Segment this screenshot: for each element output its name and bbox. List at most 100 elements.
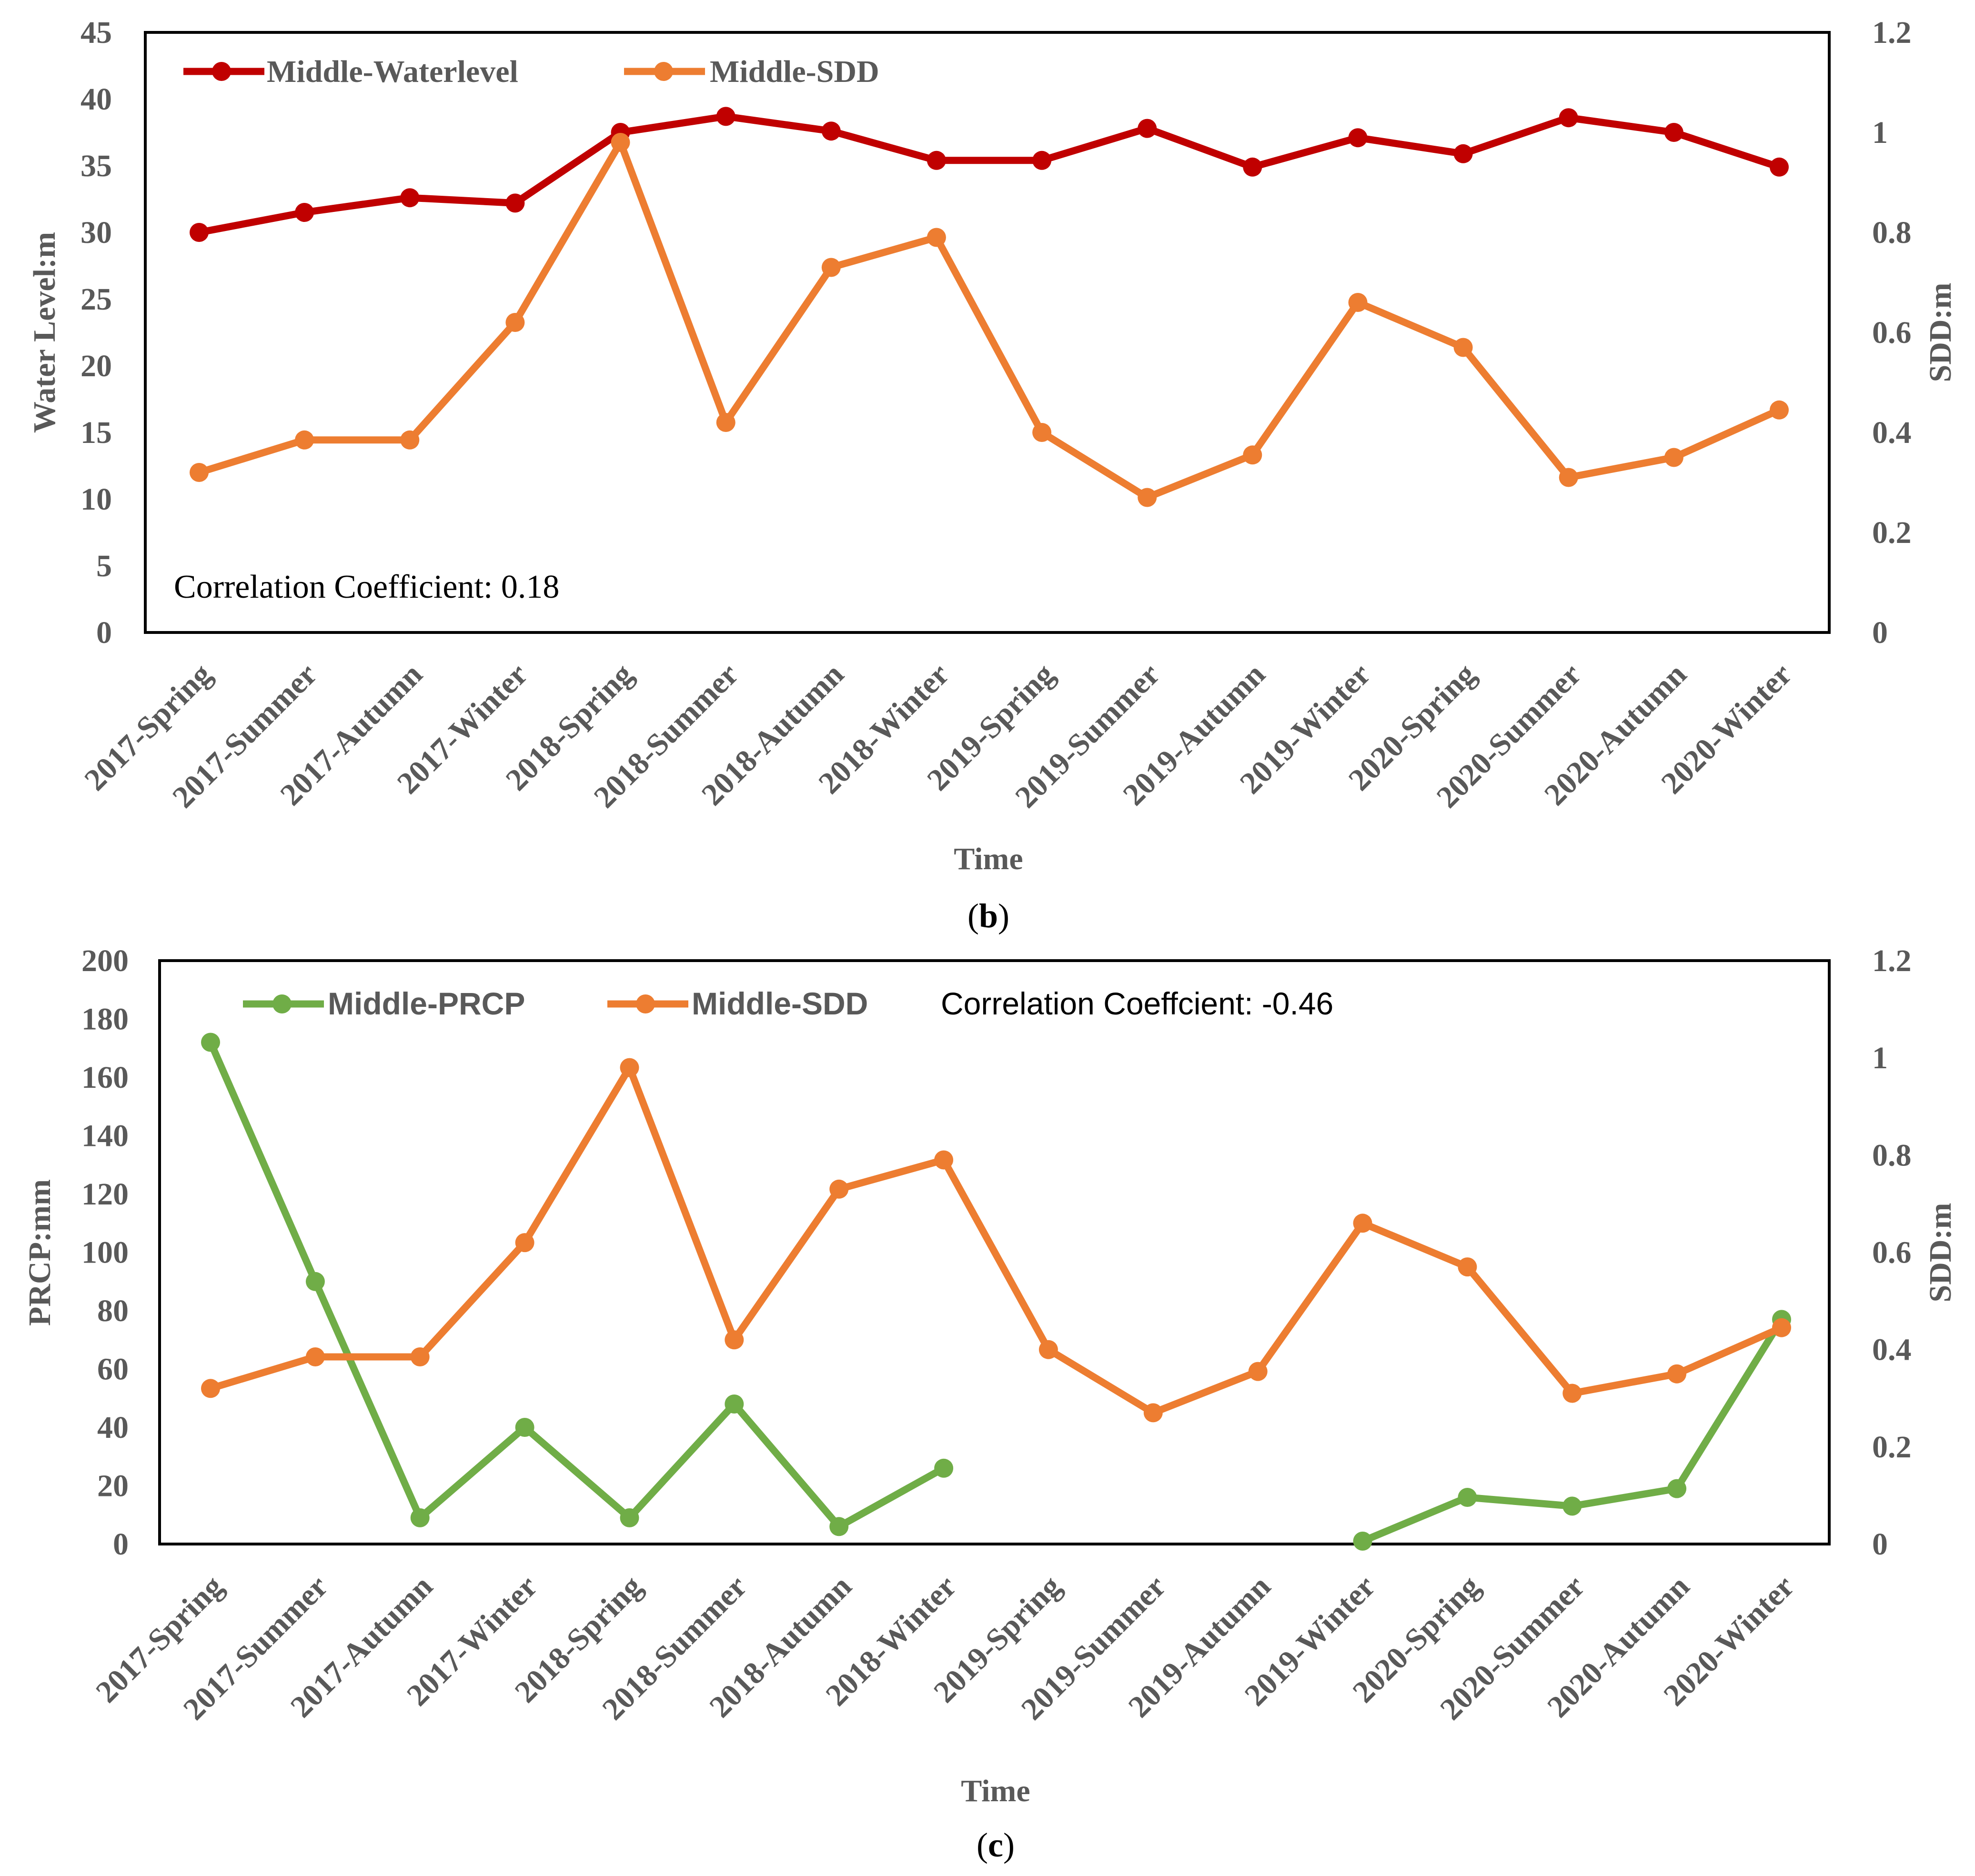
data-point-middle-waterlevel [716, 107, 736, 126]
data-point-middle-waterlevel [505, 193, 525, 213]
y-tick-left-label: 0 [113, 1527, 129, 1562]
y-axis-title-left-c: PRCP:mm [22, 1179, 57, 1326]
data-point-middle-waterlevel [1138, 119, 1157, 138]
series-group-b [190, 107, 1789, 507]
data-point-middle-sdd [1038, 1340, 1058, 1359]
legend-sdd-marker-c [636, 994, 655, 1013]
data-point-middle-waterlevel [295, 203, 314, 222]
x-axis-ticks-b: 2017-Spring2017-Summer2017-Autumn2017-Wi… [78, 657, 1798, 815]
data-point-middle-waterlevel [1453, 144, 1473, 163]
y-tick-left-label: 5 [96, 549, 112, 583]
series-line-middle-sdd [207, 1064, 1785, 1416]
data-point-middle-prcp [515, 1418, 534, 1437]
y-axis-title-right-b: SDD:m [1923, 283, 1958, 382]
y-tick-left-label: 60 [97, 1352, 129, 1387]
data-point-middle-sdd [620, 1058, 639, 1077]
data-point-middle-sdd [1353, 1214, 1372, 1233]
y-tick-right-label: 0.4 [1872, 1333, 1912, 1367]
data-point-middle-prcp [201, 1033, 220, 1052]
data-point-middle-prcp [1353, 1531, 1372, 1551]
left-axis-ticks-b: 0 5 10 15 20 25 30 35 40 45 [81, 15, 112, 650]
y-tick-right-label: 1.2 [1872, 943, 1912, 978]
data-point-middle-sdd [400, 430, 420, 450]
data-point-middle-prcp [1458, 1488, 1477, 1507]
correlation-note-b: Correlation Coefficient: 0.18 [174, 569, 559, 605]
data-point-middle-sdd [1453, 338, 1473, 357]
data-point-middle-sdd [611, 133, 630, 152]
panel-label-c: (c) [977, 1826, 1015, 1864]
chart-b: 0 5 10 15 20 25 30 35 40 45 0 0.2 0.4 0.6 0.8 1 1.2 201… [27, 15, 1958, 935]
data-point-middle-sdd [515, 1233, 534, 1253]
correlation-note-c: Correlation Coeffcient: -0.46 [941, 986, 1333, 1021]
legend-c: Middle-PRCP Middle-SDD [243, 986, 868, 1021]
data-point-middle-sdd [1664, 448, 1683, 467]
series-group-c [201, 1033, 1791, 1551]
y-axis-title-right-c: SDD:m [1923, 1203, 1958, 1303]
y-tick-left-label: 35 [81, 149, 112, 183]
y-tick-right-label: 0.8 [1872, 1138, 1912, 1173]
data-point-middle-sdd [1032, 423, 1052, 442]
legend-prcp-marker [272, 994, 292, 1013]
y-tick-right-label: 0 [1872, 615, 1888, 650]
series-line-middle-waterlevel [195, 112, 1783, 236]
y-tick-left-label: 30 [81, 215, 112, 250]
y-tick-right-label: 0.4 [1872, 415, 1912, 450]
y-tick-left-label: 120 [81, 1177, 129, 1212]
legend-sdd-label-c: Middle-SDD [692, 986, 868, 1021]
y-tick-left-label: 140 [81, 1119, 129, 1154]
data-point-middle-sdd [821, 258, 841, 277]
data-point-middle-waterlevel [400, 188, 420, 208]
legend-b: Middle-Waterlevel Middle-SDD [183, 54, 879, 89]
legend-waterlevel-label: Middle-Waterlevel [267, 54, 518, 89]
y-tick-left-label: 160 [81, 1060, 129, 1095]
data-point-middle-sdd [305, 1347, 325, 1366]
y-tick-left-label: 15 [81, 415, 112, 450]
data-point-middle-waterlevel [190, 223, 209, 242]
series-line-middle-sdd [195, 139, 1783, 501]
y-tick-left-label: 20 [97, 1469, 129, 1504]
legend-sdd-marker [654, 62, 673, 81]
data-point-middle-waterlevel [1559, 108, 1578, 128]
legend-sdd-label: Middle-SDD [710, 54, 879, 89]
data-point-middle-sdd [1348, 293, 1368, 312]
y-tick-right-label: 1 [1872, 1041, 1888, 1075]
y-tick-left-label: 200 [81, 943, 129, 978]
data-point-middle-sdd [725, 1330, 744, 1350]
y-tick-right-label: 0.2 [1872, 515, 1912, 550]
data-point-middle-sdd [410, 1347, 430, 1366]
data-point-middle-sdd [1458, 1257, 1477, 1277]
y-tick-left-label: 100 [81, 1235, 129, 1270]
data-point-middle-sdd [1770, 400, 1789, 420]
data-point-middle-prcp [1667, 1479, 1687, 1498]
data-point-middle-waterlevel [1770, 157, 1789, 177]
data-point-middle-sdd [201, 1379, 220, 1398]
x-axis-title-b: Time [954, 842, 1023, 876]
series-line-middle-prcp [207, 1039, 947, 1530]
data-point-middle-prcp [934, 1458, 954, 1478]
data-point-middle-prcp [1562, 1496, 1582, 1516]
data-point-middle-sdd [1138, 488, 1157, 507]
data-point-middle-sdd [1143, 1403, 1163, 1423]
y-tick-right-label: 0.6 [1872, 315, 1912, 350]
plot-frame-b [144, 31, 1831, 634]
y-tick-left-label: 180 [81, 1002, 129, 1037]
y-tick-left-label: 40 [81, 82, 112, 117]
y-tick-right-label: 0.8 [1872, 215, 1912, 250]
legend-prcp-label: Middle-PRCP [328, 986, 525, 1021]
data-point-middle-waterlevel [927, 150, 946, 170]
data-point-middle-sdd [1562, 1384, 1582, 1403]
data-point-middle-sdd [1772, 1318, 1791, 1337]
y-tick-left-label: 0 [96, 615, 112, 650]
y-tick-left-label: 40 [97, 1410, 129, 1445]
x-axis-ticks-c: 2017-Spring2017-Summer2017-Autumn2017-Wi… [89, 1569, 1801, 1727]
legend-waterlevel-marker [212, 62, 231, 81]
data-point-middle-sdd [829, 1179, 849, 1199]
data-point-middle-sdd [1243, 445, 1262, 465]
data-point-middle-sdd [1559, 468, 1578, 487]
data-point-middle-prcp [410, 1508, 430, 1527]
data-point-middle-waterlevel [1664, 123, 1683, 142]
x-axis-title-c: Time [961, 1774, 1030, 1808]
data-point-middle-sdd [934, 1150, 954, 1170]
panel-label-b: (b) [967, 897, 1009, 935]
